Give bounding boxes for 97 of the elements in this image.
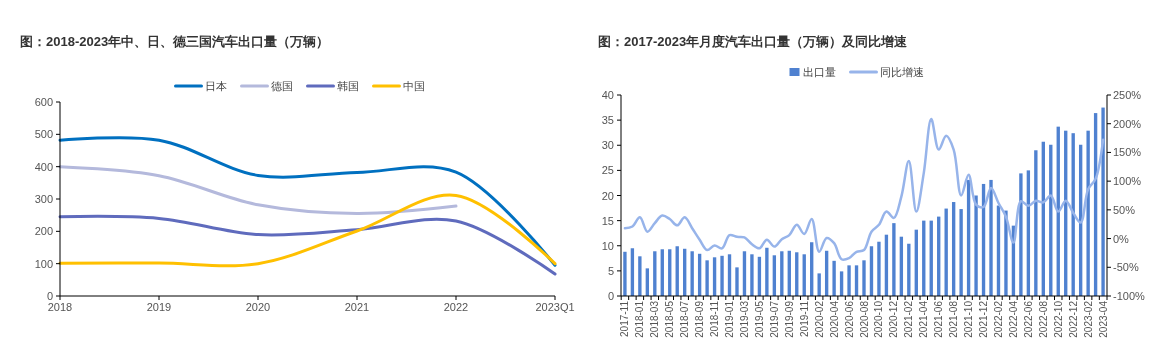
- x-tick-label: 2017-11: [619, 300, 631, 337]
- x-tick-label: 2023-04: [1097, 300, 1109, 338]
- x-tick-label: 2019-03: [738, 300, 750, 338]
- bar: [974, 195, 978, 296]
- bar: [705, 260, 709, 296]
- legend-label: 中国: [402, 80, 425, 92]
- x-tick-label: 2018: [47, 301, 73, 313]
- x-tick-label: 2019-07: [768, 300, 780, 338]
- y-tick-label: 25: [601, 164, 614, 177]
- x-tick-label: 2021-08: [948, 300, 960, 338]
- line-series: [58, 214, 557, 276]
- bar: [623, 251, 627, 296]
- y-tick-label: 500: [34, 128, 53, 141]
- x-tick-label: 2020-02: [813, 300, 825, 338]
- y2-tick-label: 100%: [1113, 175, 1142, 188]
- legend-label: 德国: [270, 80, 293, 92]
- y2-tick-label: -50%: [1113, 261, 1139, 274]
- x-tick-label: 2018-09: [694, 300, 706, 338]
- y-tick-label: 10: [601, 239, 614, 252]
- x-tick-label: 2019: [146, 301, 172, 313]
- x-tick-label: 2022-04: [1007, 300, 1019, 338]
- y-tick-label: 40: [601, 89, 614, 101]
- y-tick-label: 200: [34, 225, 53, 238]
- bar: [765, 247, 769, 296]
- x-tick-label: 2018-05: [664, 300, 676, 338]
- legend-label: 韩国: [336, 80, 359, 92]
- x-tick-label: 2019-11: [798, 300, 810, 337]
- bar: [892, 223, 896, 296]
- x-tick-label: 2022-10: [1052, 300, 1064, 338]
- x-tick-label: 2018-11: [709, 300, 721, 337]
- y-tick-label: 20: [601, 189, 614, 202]
- bar: [1019, 173, 1023, 296]
- bar: [720, 255, 724, 296]
- chart-title: 图：2018-2023年中、日、德三国汽车出口量（万辆）: [20, 34, 330, 49]
- x-tick-label: 2022-02: [992, 300, 1004, 338]
- y-tick-label: 30: [601, 139, 614, 152]
- bar: [1034, 150, 1038, 296]
- x-tick-label: 2021-06: [933, 300, 945, 338]
- x-tick-label: 2023Q1: [535, 301, 575, 313]
- x-tick-label: 2021: [344, 301, 370, 313]
- x-tick-label: 2020-06: [843, 300, 855, 338]
- y2-tick-label: 50%: [1113, 203, 1136, 216]
- bar: [862, 260, 866, 296]
- y-tick-label: 600: [34, 96, 53, 108]
- x-tick-label: 2020-12: [888, 300, 900, 338]
- bar: [690, 251, 694, 296]
- x-tick-label: 2022-06: [1022, 300, 1034, 338]
- y-tick-label: 400: [34, 160, 53, 173]
- x-tick-label: 2019-05: [753, 300, 765, 338]
- bar: [959, 209, 963, 296]
- bar: [847, 265, 851, 296]
- legend-label: 日本: [204, 80, 227, 92]
- bar: [907, 243, 911, 296]
- x-tick-label: 2018-01: [634, 300, 646, 338]
- x-tick-label: 2023-02: [1082, 300, 1094, 338]
- x-tick-label: 2020-08: [858, 300, 870, 338]
- y2-tick-label: -100%: [1113, 290, 1146, 302]
- legend-label: 出口量: [802, 66, 836, 78]
- x-tick-label: 2020-10: [873, 300, 885, 338]
- bar: [735, 267, 739, 296]
- x-tick-label: 2022-08: [1037, 300, 1049, 338]
- x-tick-label: 2021-10: [963, 300, 975, 338]
- line-series: [58, 165, 458, 216]
- y-tick-label: 15: [601, 214, 614, 227]
- y-tick-label: 0: [46, 290, 53, 302]
- bar: [877, 241, 881, 296]
- bar: [1086, 130, 1090, 296]
- legend-label: 同比增速: [879, 66, 924, 78]
- y-tick-label: 300: [34, 193, 53, 205]
- x-tick-label: 2022-12: [1067, 300, 1079, 338]
- bar: [989, 179, 993, 296]
- y2-tick-label: 250%: [1113, 89, 1142, 101]
- bar: [1101, 107, 1105, 296]
- line-series: [623, 117, 1105, 261]
- chart-title: 图：2017-2023年月度汽车出口量（万辆）及同比增速: [598, 34, 909, 49]
- x-tick-label: 2022: [443, 301, 469, 313]
- x-tick-label: 2020-04: [828, 300, 840, 338]
- x-tick-label: 2021-04: [918, 300, 930, 338]
- y-tick-label: 35: [601, 114, 614, 127]
- y2-tick-label: 150%: [1113, 146, 1142, 159]
- x-tick-label: 2021-02: [903, 300, 915, 338]
- x-tick-label: 2019-01: [724, 300, 736, 338]
- bar: [638, 256, 642, 296]
- y-tick-label: 5: [607, 264, 614, 277]
- y2-tick-label: 200%: [1113, 117, 1142, 130]
- bar: [1004, 210, 1008, 296]
- x-tick-label: 2020: [245, 301, 271, 313]
- bar: [817, 273, 821, 296]
- bar: [750, 254, 754, 296]
- y2-tick-label: 0%: [1113, 232, 1130, 245]
- x-tick-label: 2019-09: [783, 300, 795, 338]
- y-tick-label: 100: [34, 257, 53, 270]
- bar: [832, 260, 836, 296]
- y-tick-label: 0: [607, 290, 614, 302]
- x-tick-label: 2018-07: [679, 300, 691, 338]
- x-tick-label: 2018-03: [649, 300, 661, 338]
- x-tick-label: 2021-12: [978, 300, 990, 338]
